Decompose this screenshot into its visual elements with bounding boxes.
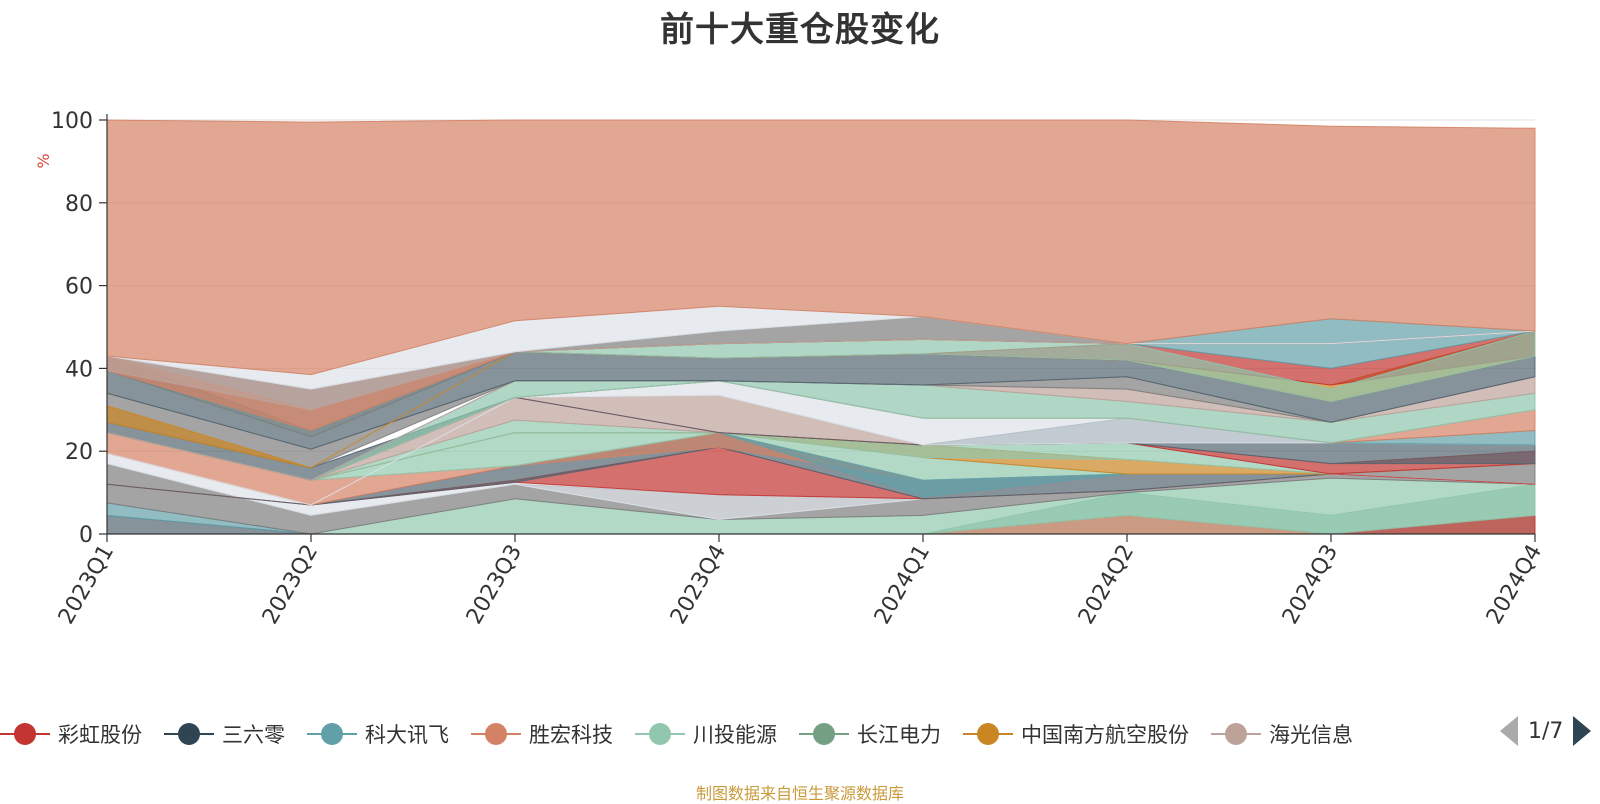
previous-page-icon[interactable] (1500, 716, 1518, 746)
legend-items: 彩虹股份 三六零 科大讯飞 胜宏科技 川投能源 长江电力 中国南方航空股份 海光信息 (0, 719, 1375, 749)
legend-marker-icon (471, 721, 521, 747)
legend-label: 川投能源 (693, 723, 777, 747)
x-tick-label: 2024Q2 (1074, 541, 1139, 629)
next-page-icon[interactable] (1573, 716, 1592, 746)
x-tick-label: 2024Q1 (870, 541, 935, 629)
legend-marker-icon (307, 721, 357, 747)
legend-marker-icon (635, 721, 685, 747)
legend-item[interactable]: 长江电力 (799, 719, 941, 749)
legend-label: 科大讯飞 (365, 723, 449, 747)
area-band (106, 119, 1536, 376)
legend-item[interactable]: 海光信息 (1211, 719, 1353, 749)
legend-page-indicator: 1/7 (1528, 718, 1564, 744)
legend-item[interactable]: 科大讯飞 (307, 719, 449, 749)
legend-marker-icon (1211, 721, 1261, 747)
chart-title: 前十大重仓股变化 (660, 10, 940, 50)
y-tick-label: 40 (65, 357, 93, 382)
y-tick-label: 60 (65, 275, 93, 300)
x-tick-label: 2023Q2 (258, 541, 323, 629)
legend-item[interactable]: 中国南方航空股份 (963, 719, 1189, 749)
y-axis-label: % (34, 153, 53, 168)
legend-pager: 1/7 (1500, 716, 1592, 746)
legend-label: 中国南方航空股份 (1021, 723, 1189, 747)
legend-marker-icon (799, 721, 849, 747)
legend-label: 海光信息 (1269, 723, 1353, 747)
y-tick-label: 100 (51, 109, 93, 134)
legend-item[interactable]: 三六零 (164, 719, 285, 749)
legend-marker-icon (164, 721, 214, 747)
legend: 彩虹股份 三六零 科大讯飞 胜宏科技 川投能源 长江电力 中国南方航空股份 海光信息 (0, 714, 1375, 754)
data-source-note: 制图数据来自恒生聚源数据库 (695, 784, 904, 803)
x-tick-label: 2023Q4 (666, 541, 731, 629)
legend-item[interactable]: 胜宏科技 (471, 719, 613, 749)
y-tick-label: 0 (79, 523, 93, 548)
x-tick-label: 2023Q1 (54, 541, 119, 629)
legend-item[interactable]: 川投能源 (635, 719, 777, 749)
x-tick-label: 2024Q3 (1278, 541, 1343, 629)
legend-label: 胜宏科技 (529, 723, 613, 747)
y-tick-label: 20 (65, 440, 93, 465)
legend-label: 三六零 (222, 723, 285, 747)
y-tick-label: 80 (65, 192, 93, 217)
x-tick-label: 2024Q4 (1482, 541, 1547, 629)
legend-marker-icon (0, 721, 50, 747)
legend-marker-icon (963, 721, 1013, 747)
legend-item[interactable]: 彩虹股份 (0, 719, 142, 749)
legend-label: 长江电力 (857, 723, 941, 747)
area-bands (106, 119, 1536, 535)
x-tick-label: 2023Q3 (462, 541, 527, 629)
legend-label: 彩虹股份 (58, 723, 142, 747)
